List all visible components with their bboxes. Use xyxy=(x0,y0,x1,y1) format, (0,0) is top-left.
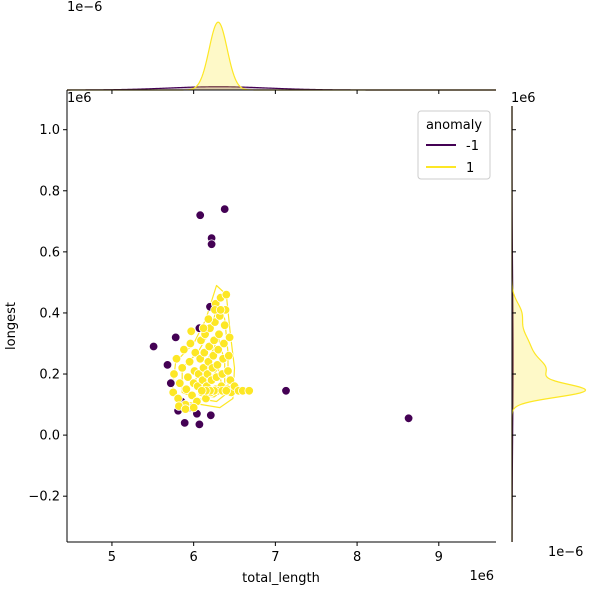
scatter-point-1 xyxy=(219,338,229,349)
y-tick-label: 0.6 xyxy=(39,245,60,260)
x-axis-label: total_length xyxy=(242,571,320,586)
scatter-point--1 xyxy=(166,378,176,388)
legend-label-neg1: -1 xyxy=(466,139,479,154)
top-marginal-curve-1 xyxy=(67,21,496,91)
top-marginal-fill-1 xyxy=(67,22,496,91)
legend-title: anomaly xyxy=(426,118,482,133)
scatter-point-1 xyxy=(177,363,187,373)
scatter-point-1 xyxy=(221,386,232,396)
x-tick-label: 8 xyxy=(353,550,361,565)
x-offset-label: 1e6 xyxy=(469,569,494,584)
scatter-point-1 xyxy=(212,360,223,370)
top-marginal-offset-label: 1e−6 xyxy=(67,0,102,15)
right-marginal-top-label: 1e6 xyxy=(511,91,536,106)
scatter-point-1 xyxy=(184,357,195,367)
scatter-point-1 xyxy=(204,341,214,352)
y-ticks: −0.2 0.0 0.2 0.4 0.6 0.8 1.0 xyxy=(28,123,516,505)
scatter-point--1 xyxy=(195,210,205,220)
scatter-point--1 xyxy=(179,418,190,428)
scatter-point-1 xyxy=(223,366,233,376)
scatter-point-1 xyxy=(185,338,196,349)
scatter-point-1 xyxy=(169,369,179,379)
y-offset-label: 1e6 xyxy=(67,91,92,106)
y-tick-label: 0.0 xyxy=(39,429,60,444)
scatter-point-1 xyxy=(244,386,254,396)
scatter-point--1 xyxy=(148,341,159,352)
scatter-point-1 xyxy=(186,326,196,337)
scatter-point-1 xyxy=(180,404,191,414)
legend-label-1: 1 xyxy=(466,161,474,176)
y-tick-label: 0.4 xyxy=(39,306,60,321)
scatter-point-1 xyxy=(224,332,235,343)
scatter-point-1 xyxy=(175,378,185,388)
scatter-point-1 xyxy=(221,289,232,300)
scatter-point-1 xyxy=(179,344,189,355)
x-tick-label: 9 xyxy=(435,550,443,565)
scatter-point--1 xyxy=(162,360,173,370)
scatter-point-1 xyxy=(168,387,178,398)
scatter-point-1 xyxy=(183,372,193,382)
scatter-point-1 xyxy=(187,390,197,401)
top-marginal: 1e−6 xyxy=(67,0,496,91)
x-tick-label: 7 xyxy=(271,550,279,565)
scatter-point--1 xyxy=(281,386,291,396)
x-tick-label: 6 xyxy=(190,550,198,565)
x-ticks: 5 6 7 8 9 xyxy=(108,90,443,565)
scatter-point--1 xyxy=(170,332,181,343)
top-marginal-fill--1 xyxy=(67,86,496,90)
scatter-point--1 xyxy=(206,239,217,249)
scatter-point-1 xyxy=(208,351,219,361)
scatter-point--1 xyxy=(206,410,216,421)
right-marginal: 1e6 1e−6 xyxy=(511,91,587,560)
scatter-point-1 xyxy=(214,329,224,340)
y-tick-label: 0.8 xyxy=(39,184,60,199)
right-marginal-offset-label: 1e−6 xyxy=(548,545,583,560)
y-tick-label: −0.2 xyxy=(28,490,60,505)
y-tick-label: 1.0 xyxy=(39,123,60,138)
scatter-point-1 xyxy=(199,347,210,358)
scatter-point--1 xyxy=(403,413,414,424)
y-tick-label: 0.2 xyxy=(39,368,60,383)
scatter-point-1 xyxy=(219,320,230,330)
scatter-point-1 xyxy=(188,402,199,413)
scatter-point-1 xyxy=(198,323,209,333)
scatter-point-1 xyxy=(215,305,226,315)
scatter-point-1 xyxy=(203,314,214,324)
right-marginal-curves xyxy=(511,106,587,542)
scatter-point-1 xyxy=(224,351,234,361)
x-tick-label: 5 xyxy=(108,550,116,565)
scatter-point--1 xyxy=(194,419,205,430)
scatter-point-1 xyxy=(213,344,223,355)
scatter-point-1 xyxy=(209,335,219,346)
right-marginal-curve-1 xyxy=(511,106,587,542)
scatter-points xyxy=(148,204,414,430)
scatter-point-1 xyxy=(181,384,192,395)
scatter-point-1 xyxy=(171,354,182,364)
legend: anomaly -1 1 xyxy=(417,110,491,180)
scatter-point-1 xyxy=(197,386,207,396)
scatter-point--1 xyxy=(219,204,230,214)
y-axis-label: longest xyxy=(4,302,19,350)
top-marginal-curves xyxy=(67,21,496,91)
main-axes: 5 6 7 8 9 −0.2 0.0 0.2 0.4 0.6 0.8 1.0 total_lengt… xyxy=(4,90,516,586)
